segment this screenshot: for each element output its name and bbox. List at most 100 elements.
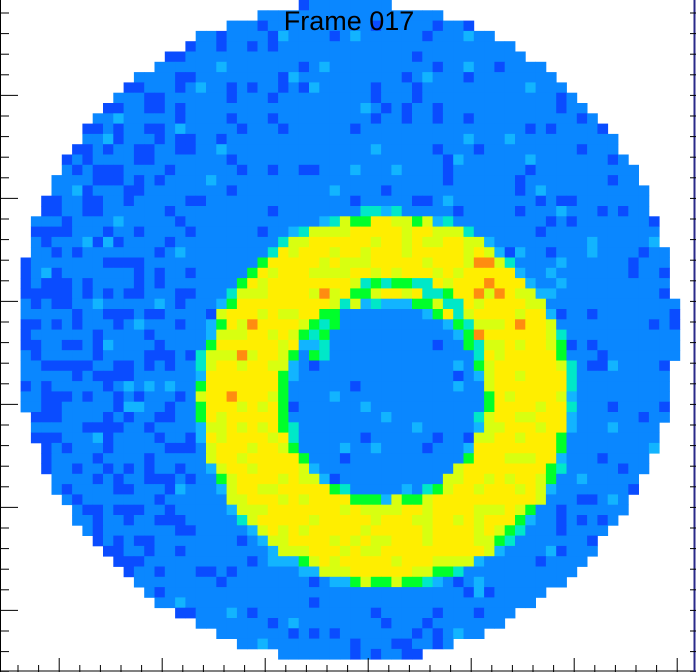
heatmap-cell bbox=[432, 133, 444, 145]
heatmap-cell bbox=[370, 484, 382, 495]
heatmap-cell bbox=[422, 329, 433, 341]
heatmap-cell bbox=[82, 216, 94, 227]
heatmap-cell bbox=[597, 339, 609, 351]
heatmap-cell bbox=[442, 453, 454, 464]
heatmap-cell bbox=[309, 113, 320, 124]
heatmap-cell bbox=[133, 175, 145, 186]
heatmap-cell bbox=[164, 360, 176, 372]
heatmap-cell bbox=[288, 422, 300, 433]
heatmap-cell bbox=[164, 206, 176, 217]
heatmap-cell bbox=[422, 504, 433, 516]
heatmap-cell bbox=[442, 504, 454, 516]
heatmap-cell bbox=[535, 484, 547, 495]
heatmap-cell bbox=[288, 298, 300, 310]
heatmap-cell bbox=[515, 175, 526, 186]
heatmap-cell bbox=[144, 113, 155, 124]
heatmap-cell bbox=[339, 216, 351, 227]
heatmap-cell bbox=[123, 566, 135, 578]
heatmap-cell bbox=[545, 473, 557, 485]
heatmap-cell bbox=[370, 504, 382, 516]
heatmap-cell bbox=[113, 278, 124, 289]
heatmap-cell bbox=[391, 370, 403, 382]
heatmap-cell bbox=[401, 576, 413, 588]
heatmap-cell bbox=[442, 41, 454, 52]
frame-title: Frame 017 bbox=[0, 6, 696, 37]
heatmap-cell bbox=[484, 278, 495, 289]
heatmap-cell bbox=[545, 133, 557, 145]
heatmap-cell bbox=[422, 360, 433, 372]
heatmap-cell bbox=[535, 226, 547, 238]
heatmap-cell bbox=[401, 278, 413, 289]
heatmap-cell bbox=[144, 442, 155, 454]
heatmap-cell bbox=[412, 638, 423, 650]
heatmap-cell bbox=[659, 247, 670, 258]
heatmap-cell bbox=[422, 41, 433, 52]
heatmap-cell bbox=[463, 278, 475, 289]
heatmap-cell bbox=[350, 556, 361, 567]
heatmap-cell bbox=[278, 329, 289, 341]
heatmap-cell bbox=[360, 628, 372, 639]
heatmap-cell bbox=[391, 566, 403, 578]
heatmap-cell bbox=[92, 412, 104, 423]
heatmap-cell bbox=[370, 144, 382, 155]
heatmap-cell bbox=[319, 319, 330, 330]
heatmap-cell bbox=[618, 442, 629, 454]
heatmap-cell bbox=[391, 422, 403, 433]
heatmap-cell bbox=[381, 175, 392, 186]
heatmap-cell bbox=[51, 350, 63, 361]
heatmap-cell bbox=[329, 309, 341, 320]
heatmap-cell bbox=[206, 30, 217, 42]
heatmap-cell bbox=[226, 267, 238, 279]
heatmap-cell bbox=[206, 422, 217, 433]
heatmap-cell bbox=[185, 432, 197, 444]
heatmap-cell bbox=[236, 82, 248, 94]
heatmap-cell bbox=[463, 370, 475, 382]
heatmap-cell bbox=[473, 267, 485, 279]
heatmap-cell bbox=[195, 319, 207, 330]
heatmap-cell bbox=[298, 545, 310, 557]
heatmap-cell bbox=[41, 257, 52, 269]
heatmap-cell bbox=[267, 576, 279, 588]
heatmap-cell bbox=[597, 515, 609, 526]
heatmap-cell bbox=[144, 144, 155, 155]
heatmap-cell bbox=[185, 412, 197, 423]
heatmap-cell bbox=[185, 370, 197, 382]
heatmap-cell bbox=[504, 164, 516, 176]
heatmap-cell bbox=[175, 309, 186, 320]
heatmap-cell bbox=[525, 236, 536, 248]
heatmap-cell bbox=[391, 576, 403, 588]
heatmap-cell bbox=[494, 61, 506, 73]
heatmap-cell bbox=[350, 576, 361, 588]
heatmap-cell bbox=[556, 319, 567, 330]
heatmap-cell bbox=[92, 133, 104, 145]
heatmap-cell bbox=[401, 463, 413, 475]
heatmap-cell bbox=[370, 360, 382, 372]
heatmap-cell bbox=[638, 247, 650, 258]
heatmap-cell bbox=[566, 432, 578, 444]
heatmap-cell bbox=[463, 257, 475, 269]
heatmap-cell bbox=[195, 195, 207, 207]
heatmap-cell bbox=[432, 298, 444, 310]
heatmap-cell bbox=[360, 257, 372, 269]
heatmap-cell bbox=[267, 350, 279, 361]
heatmap-cell bbox=[442, 61, 454, 73]
heatmap-cell bbox=[607, 339, 619, 351]
heatmap-cell bbox=[247, 545, 258, 557]
heatmap-cell bbox=[164, 473, 176, 485]
heatmap-cell bbox=[185, 360, 197, 372]
heatmap-cell bbox=[628, 319, 639, 330]
heatmap-cell bbox=[401, 113, 413, 124]
heatmap-cell bbox=[576, 494, 588, 506]
heatmap-cell bbox=[515, 247, 526, 258]
heatmap-cell bbox=[381, 30, 392, 42]
heatmap-cell bbox=[247, 432, 258, 444]
heatmap-cell bbox=[607, 257, 619, 269]
heatmap-cell bbox=[257, 154, 269, 166]
heatmap-cell bbox=[515, 391, 526, 403]
heatmap-cell bbox=[432, 412, 444, 423]
heatmap-cell bbox=[164, 123, 176, 135]
heatmap-cell bbox=[463, 30, 475, 42]
heatmap-cell bbox=[339, 267, 351, 279]
heatmap-cell bbox=[494, 144, 506, 155]
heatmap-cell bbox=[206, 339, 217, 351]
